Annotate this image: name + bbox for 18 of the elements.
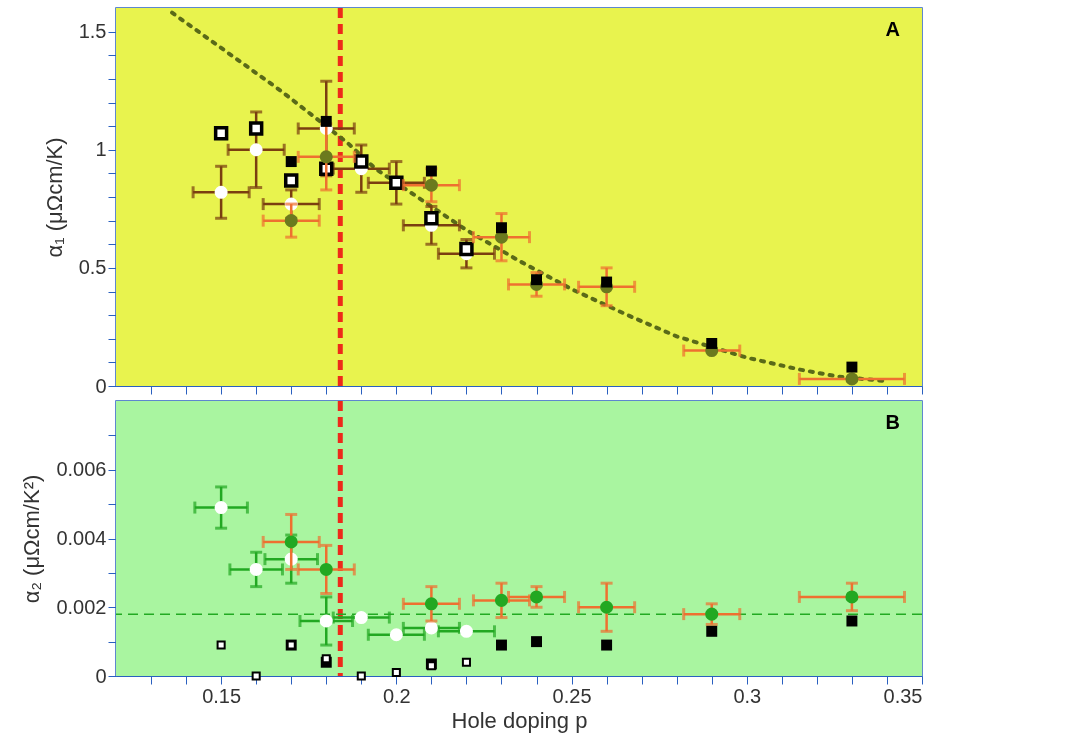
- annotation: B: [885, 411, 900, 433]
- x-tick-label: 0.2: [382, 684, 411, 707]
- x-tick-label: 0.25: [552, 684, 592, 707]
- y-tick-label: 0.006: [56, 458, 107, 481]
- y-tick-label: 0.004: [56, 527, 107, 549]
- x-tick-label: 0.35: [883, 684, 923, 707]
- x-axis-title: Hole doping p: [451, 707, 588, 733]
- y-tick-label: 0: [95, 664, 107, 687]
- y-axis-title: α₂ (μΩcm/K²): [19, 474, 45, 604]
- y-tick-label: 0.5: [78, 256, 107, 279]
- y-tick-label: 1: [95, 138, 107, 161]
- y-tick-label: 0: [95, 374, 107, 397]
- y-axis-title: α₁ (μΩcm/K): [41, 137, 67, 258]
- annotation: A: [885, 18, 900, 40]
- x-tick-label: 0.3: [733, 684, 762, 707]
- y-tick-label: 1.5: [78, 20, 107, 43]
- y-tick-label: 0.002: [56, 595, 107, 618]
- x-tick-label: 0.15: [202, 684, 242, 707]
